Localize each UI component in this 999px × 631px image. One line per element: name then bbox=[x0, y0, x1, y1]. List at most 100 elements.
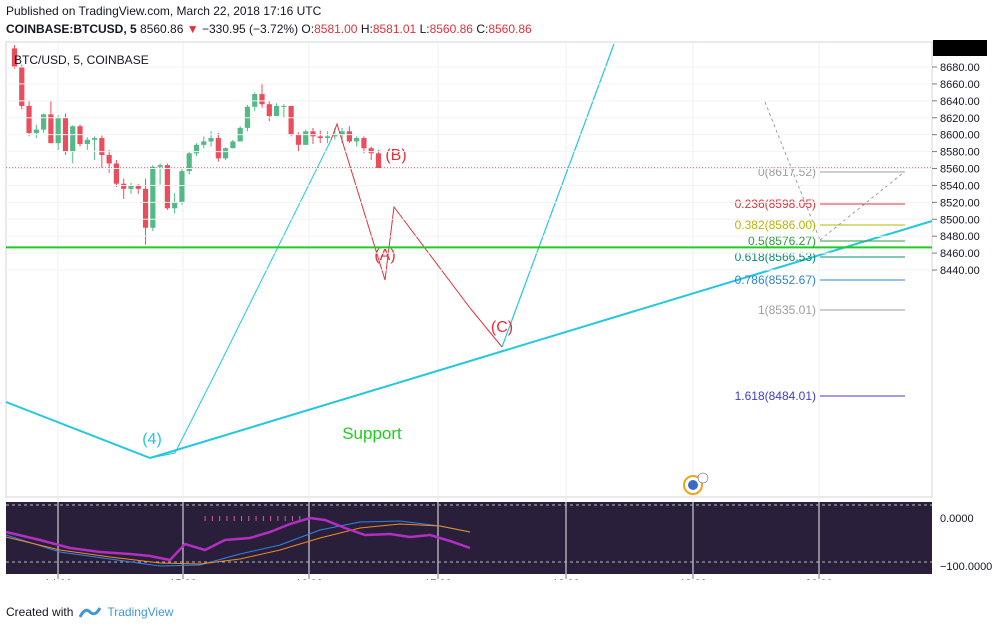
candle-body bbox=[33, 129, 39, 133]
x-tick-label: 16:00 bbox=[295, 578, 323, 580]
y-tick-label: 8600.00 bbox=[940, 130, 980, 142]
candle-body bbox=[179, 171, 185, 203]
candle bbox=[354, 136, 360, 147]
macd-tick-label: −100.0000 bbox=[940, 561, 992, 573]
fib-label: 0.236(8598.05) bbox=[735, 197, 816, 211]
candle-body bbox=[186, 153, 192, 172]
candle bbox=[179, 168, 185, 205]
created-with: Created with bbox=[6, 605, 74, 619]
fib-level: 1.618(8484.01) bbox=[735, 389, 905, 403]
candle-body bbox=[346, 131, 352, 142]
candle bbox=[70, 125, 76, 164]
candle-body bbox=[55, 117, 61, 144]
y-tick-label: 8580.00 bbox=[940, 147, 980, 159]
indicator-pane[interactable] bbox=[6, 502, 932, 574]
candle bbox=[230, 139, 236, 149]
y-tick-label: 8560.00 bbox=[940, 164, 980, 176]
x-tick-label: 18:00 bbox=[552, 578, 580, 580]
candle-body bbox=[11, 48, 18, 67]
fib-label: 0.786(8552.67) bbox=[735, 273, 816, 287]
fib-label: 0.5(8576.27) bbox=[748, 234, 816, 248]
high-value: 8581.01 bbox=[372, 22, 417, 36]
x-tick-label: 15:00 bbox=[169, 578, 197, 580]
candle bbox=[237, 126, 243, 142]
candle bbox=[259, 83, 265, 108]
low-label: L: bbox=[419, 22, 430, 36]
candle-body bbox=[99, 138, 105, 155]
x-tick-label: 19:00 bbox=[679, 578, 707, 580]
candle-body bbox=[273, 105, 280, 117]
candle-body bbox=[193, 144, 200, 154]
candle bbox=[142, 178, 149, 245]
candle-body bbox=[223, 148, 229, 159]
y-tick-label: 8460.00 bbox=[940, 248, 980, 260]
candle-body bbox=[288, 105, 294, 135]
event-flag-icon-inner bbox=[688, 480, 698, 490]
candle-body bbox=[150, 166, 156, 228]
candle-body bbox=[259, 94, 265, 105]
candle-body bbox=[70, 126, 76, 152]
x-tick-label: 20:00 bbox=[805, 578, 833, 580]
candle-body bbox=[164, 165, 170, 209]
candle-body bbox=[266, 104, 272, 117]
high-label: H: bbox=[360, 22, 373, 36]
candle-body bbox=[303, 131, 309, 145]
candle bbox=[288, 105, 294, 137]
candle bbox=[368, 146, 374, 161]
last-price: 8560.86 bbox=[140, 22, 184, 36]
candle bbox=[19, 64, 25, 110]
price-chart[interactable]: (4) (A) (B) (C) Support 0(8617.52) 0.236(8598… bbox=[0, 40, 999, 580]
main-pane[interactable] bbox=[5, 41, 933, 498]
candle-body bbox=[48, 114, 54, 144]
candle-body bbox=[157, 165, 163, 167]
x-tick-label: 14:00 bbox=[44, 578, 72, 580]
tradingview-brand[interactable]: TradingView bbox=[107, 605, 174, 619]
close-value: 8560.86 bbox=[488, 22, 532, 36]
fib-label: 1(8535.01) bbox=[758, 303, 816, 317]
x-tick-label: 17:00 bbox=[424, 578, 452, 580]
candle bbox=[193, 143, 200, 156]
candle bbox=[91, 136, 98, 161]
y-tick-label: 8640.00 bbox=[940, 96, 980, 108]
x-grid bbox=[57, 42, 820, 574]
candle bbox=[77, 124, 83, 147]
candle bbox=[186, 151, 192, 175]
fib-label: 1.618(8484.01) bbox=[735, 389, 816, 403]
candle-body bbox=[142, 188, 149, 228]
candle bbox=[55, 115, 61, 150]
candle bbox=[208, 131, 214, 147]
fib-level: 0.5(8576.27) bbox=[748, 234, 905, 248]
abc-correction-line bbox=[330, 122, 503, 348]
candle-body bbox=[230, 141, 236, 149]
wave-label-a: (A) bbox=[374, 247, 395, 264]
candle-body bbox=[368, 148, 374, 154]
candle-body bbox=[354, 138, 360, 142]
candle-body bbox=[121, 183, 127, 189]
candle bbox=[84, 137, 90, 150]
change: −330.95 (−3.72%) bbox=[202, 22, 299, 36]
candle-body bbox=[332, 134, 338, 137]
price-axis: 8680.00 8660.00 8640.00 8620.00 8600.00 8580.… bbox=[6, 40, 987, 277]
candle-body bbox=[324, 136, 331, 139]
close-label: C: bbox=[476, 22, 489, 36]
candle-body bbox=[91, 138, 98, 140]
candle bbox=[361, 136, 367, 154]
candle bbox=[26, 100, 32, 137]
chart-title: BTC/USD, 5, COINBASE bbox=[14, 53, 149, 67]
candle bbox=[303, 129, 309, 145]
down-arrow-icon: ▼ bbox=[186, 22, 199, 36]
candle bbox=[41, 113, 47, 133]
y-tick-label: 8520.00 bbox=[940, 197, 980, 209]
candle-body bbox=[339, 131, 345, 135]
candle-body bbox=[201, 141, 207, 145]
projection-line bbox=[501, 43, 615, 348]
candle-body bbox=[281, 105, 287, 107]
candle bbox=[310, 127, 316, 144]
candle bbox=[223, 147, 229, 161]
candle-body bbox=[310, 131, 316, 137]
trendline-support bbox=[149, 220, 933, 459]
candle bbox=[113, 160, 120, 188]
candle-body bbox=[113, 163, 120, 184]
y-tick-label: 8680.00 bbox=[940, 62, 980, 74]
candle bbox=[48, 100, 54, 144]
